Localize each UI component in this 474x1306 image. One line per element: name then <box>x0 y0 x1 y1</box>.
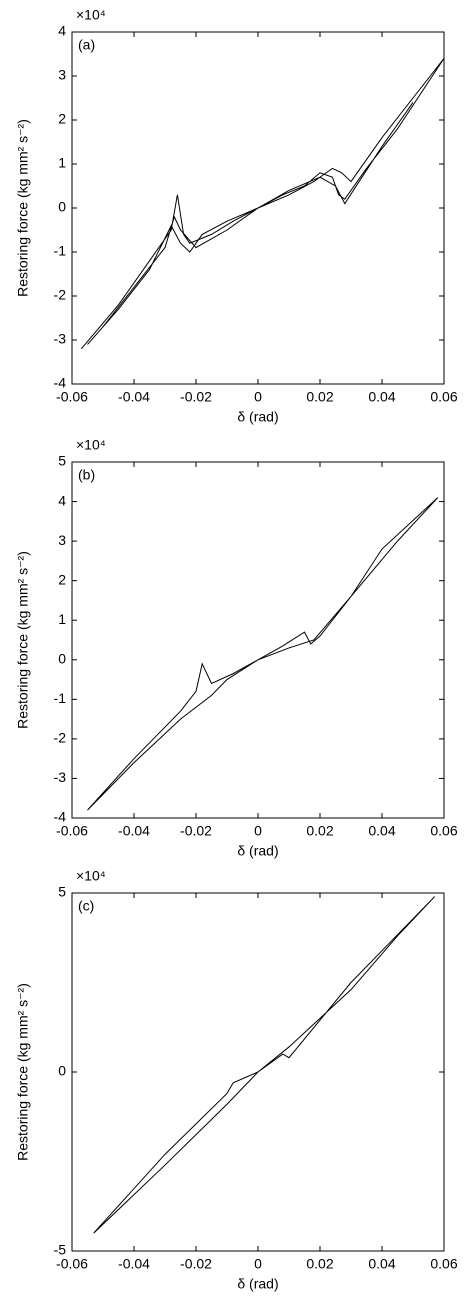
y-axis-label: Restoring force (kg mm² s⁻²) <box>15 983 31 1161</box>
x-tick-label: -0.06 <box>56 823 88 839</box>
y-tick-label: 4 <box>58 23 66 39</box>
x-tick-label: -0.04 <box>118 1256 150 1272</box>
y-tick-label: 5 <box>58 884 66 900</box>
panel-label: (a) <box>78 37 95 53</box>
x-tick-label: -0.04 <box>118 823 150 839</box>
x-axis-label: δ (rad) <box>237 843 278 859</box>
x-tick-label: -0.02 <box>180 1256 212 1272</box>
x-tick-label: 0.04 <box>368 389 395 405</box>
y-tick-label: -3 <box>54 331 67 347</box>
x-axis-label: δ (rad) <box>237 1276 278 1292</box>
multiplier: ×10⁴ <box>76 7 106 23</box>
y-tick-label: 5 <box>58 453 66 469</box>
y-tick-label: 1 <box>58 155 66 171</box>
y-tick-label: -1 <box>54 243 67 259</box>
y-tick-label: -4 <box>54 375 67 391</box>
x-tick-label: -0.02 <box>180 823 212 839</box>
y-tick-label: 2 <box>58 571 66 587</box>
y-tick-label: 1 <box>58 611 66 627</box>
panel-label: (b) <box>78 467 95 483</box>
plot-frame <box>71 461 445 819</box>
x-axis-label: δ (rad) <box>237 409 278 425</box>
x-tick-label: -0.06 <box>56 1256 88 1272</box>
data-line <box>93 896 436 1234</box>
y-tick-label: -4 <box>54 809 67 825</box>
x-tick-label: -0.02 <box>180 389 212 405</box>
data-line <box>80 58 445 350</box>
y-tick-label: -1 <box>54 690 67 706</box>
x-tick-label: 0.06 <box>430 389 457 405</box>
y-axis-label: Restoring force (kg mm² s⁻²) <box>15 119 31 297</box>
y-tick-label: -2 <box>54 730 67 746</box>
y-tick-label: 3 <box>58 532 66 548</box>
panel-label: (c) <box>78 898 94 914</box>
x-tick-label: -0.04 <box>118 389 150 405</box>
x-tick-label: 0.06 <box>430 1256 457 1272</box>
y-tick-label: -2 <box>54 287 67 303</box>
x-tick-label: 0.02 <box>306 823 333 839</box>
y-tick-label: -5 <box>54 1242 67 1258</box>
x-tick-label: 0 <box>254 823 262 839</box>
y-axis-label: Restoring force (kg mm² s⁻²) <box>15 551 31 729</box>
y-tick-label: -3 <box>54 769 67 785</box>
x-tick-label: 0.06 <box>430 823 457 839</box>
x-tick-label: 0.02 <box>306 389 333 405</box>
x-tick-label: 0.02 <box>306 1256 333 1272</box>
x-tick-label: 0.04 <box>368 823 395 839</box>
y-tick-label: 0 <box>58 650 66 666</box>
x-tick-label: 0.04 <box>368 1256 395 1272</box>
y-tick-label: 2 <box>58 111 66 127</box>
multiplier: ×10⁴ <box>76 437 106 453</box>
y-tick-label: 4 <box>58 492 66 508</box>
y-tick-label: 3 <box>58 67 66 83</box>
x-tick-label: 0 <box>254 1256 262 1272</box>
multiplier: ×10⁴ <box>76 868 106 884</box>
y-tick-label: 0 <box>58 1063 66 1079</box>
data-line <box>87 497 439 811</box>
y-tick-label: 0 <box>58 199 66 215</box>
x-tick-label: -0.06 <box>56 389 88 405</box>
x-tick-label: 0 <box>254 389 262 405</box>
